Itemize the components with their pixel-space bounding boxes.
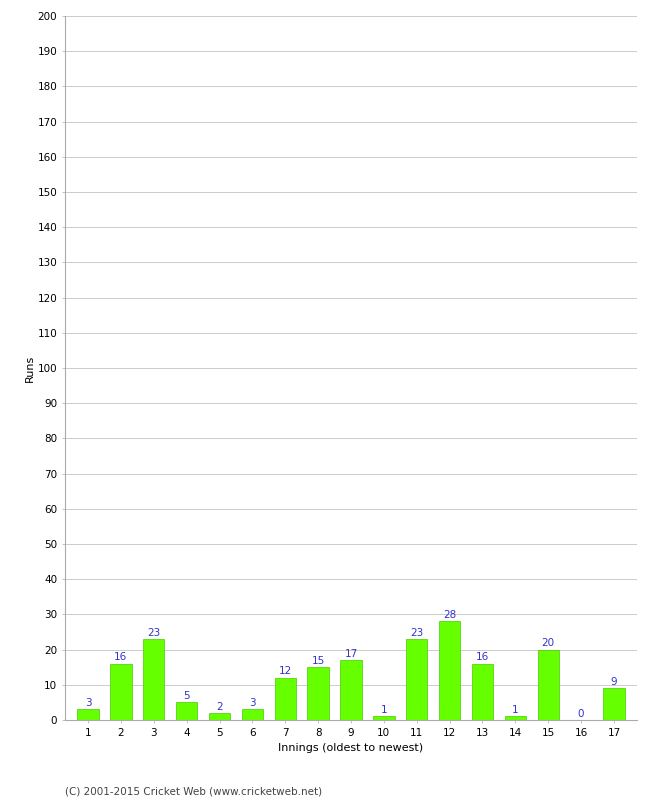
Bar [406,639,428,720]
Text: 3: 3 [249,698,255,708]
Y-axis label: Runs: Runs [25,354,35,382]
Text: 12: 12 [279,666,292,676]
Bar [176,702,198,720]
Text: 20: 20 [541,638,555,648]
X-axis label: Innings (oldest to newest): Innings (oldest to newest) [278,743,424,753]
Text: 16: 16 [476,652,489,662]
Text: 28: 28 [443,610,456,620]
Text: 9: 9 [611,677,618,687]
Bar [242,710,263,720]
Bar [439,622,460,720]
Bar [307,667,329,720]
Bar [209,713,230,720]
Bar [373,717,395,720]
Bar [111,664,131,720]
Bar [472,664,493,720]
Text: (C) 2001-2015 Cricket Web (www.cricketweb.net): (C) 2001-2015 Cricket Web (www.cricketwe… [65,786,322,796]
Text: 23: 23 [410,628,423,638]
Bar [274,678,296,720]
Text: 1: 1 [380,705,387,715]
Bar [603,688,625,720]
Bar [77,710,99,720]
Text: 23: 23 [147,628,161,638]
Text: 2: 2 [216,702,223,711]
Text: 15: 15 [311,656,325,666]
Bar [504,717,526,720]
Text: 16: 16 [114,652,127,662]
Text: 3: 3 [84,698,91,708]
Bar [143,639,164,720]
Text: 0: 0 [578,709,584,718]
Text: 1: 1 [512,705,519,715]
Bar [341,660,361,720]
Bar [538,650,559,720]
Text: 5: 5 [183,691,190,701]
Text: 17: 17 [344,649,358,658]
